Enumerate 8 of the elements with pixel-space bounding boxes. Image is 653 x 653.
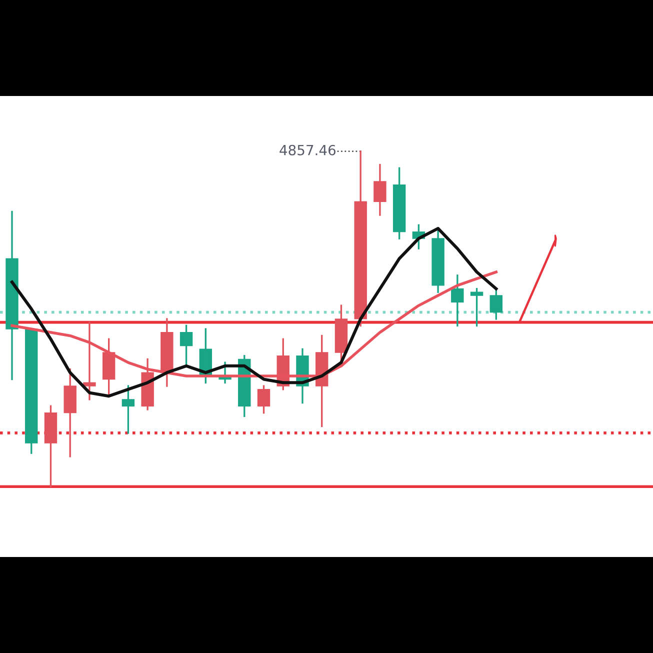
candlestick <box>470 288 484 326</box>
annotation: 4857.46 <box>280 144 336 156</box>
candlestick <box>451 274 464 326</box>
candlestick <box>490 288 502 320</box>
candlestick <box>257 385 270 414</box>
candlestick <box>180 324 193 367</box>
candlestick <box>122 385 135 434</box>
candlestick <box>374 164 386 216</box>
